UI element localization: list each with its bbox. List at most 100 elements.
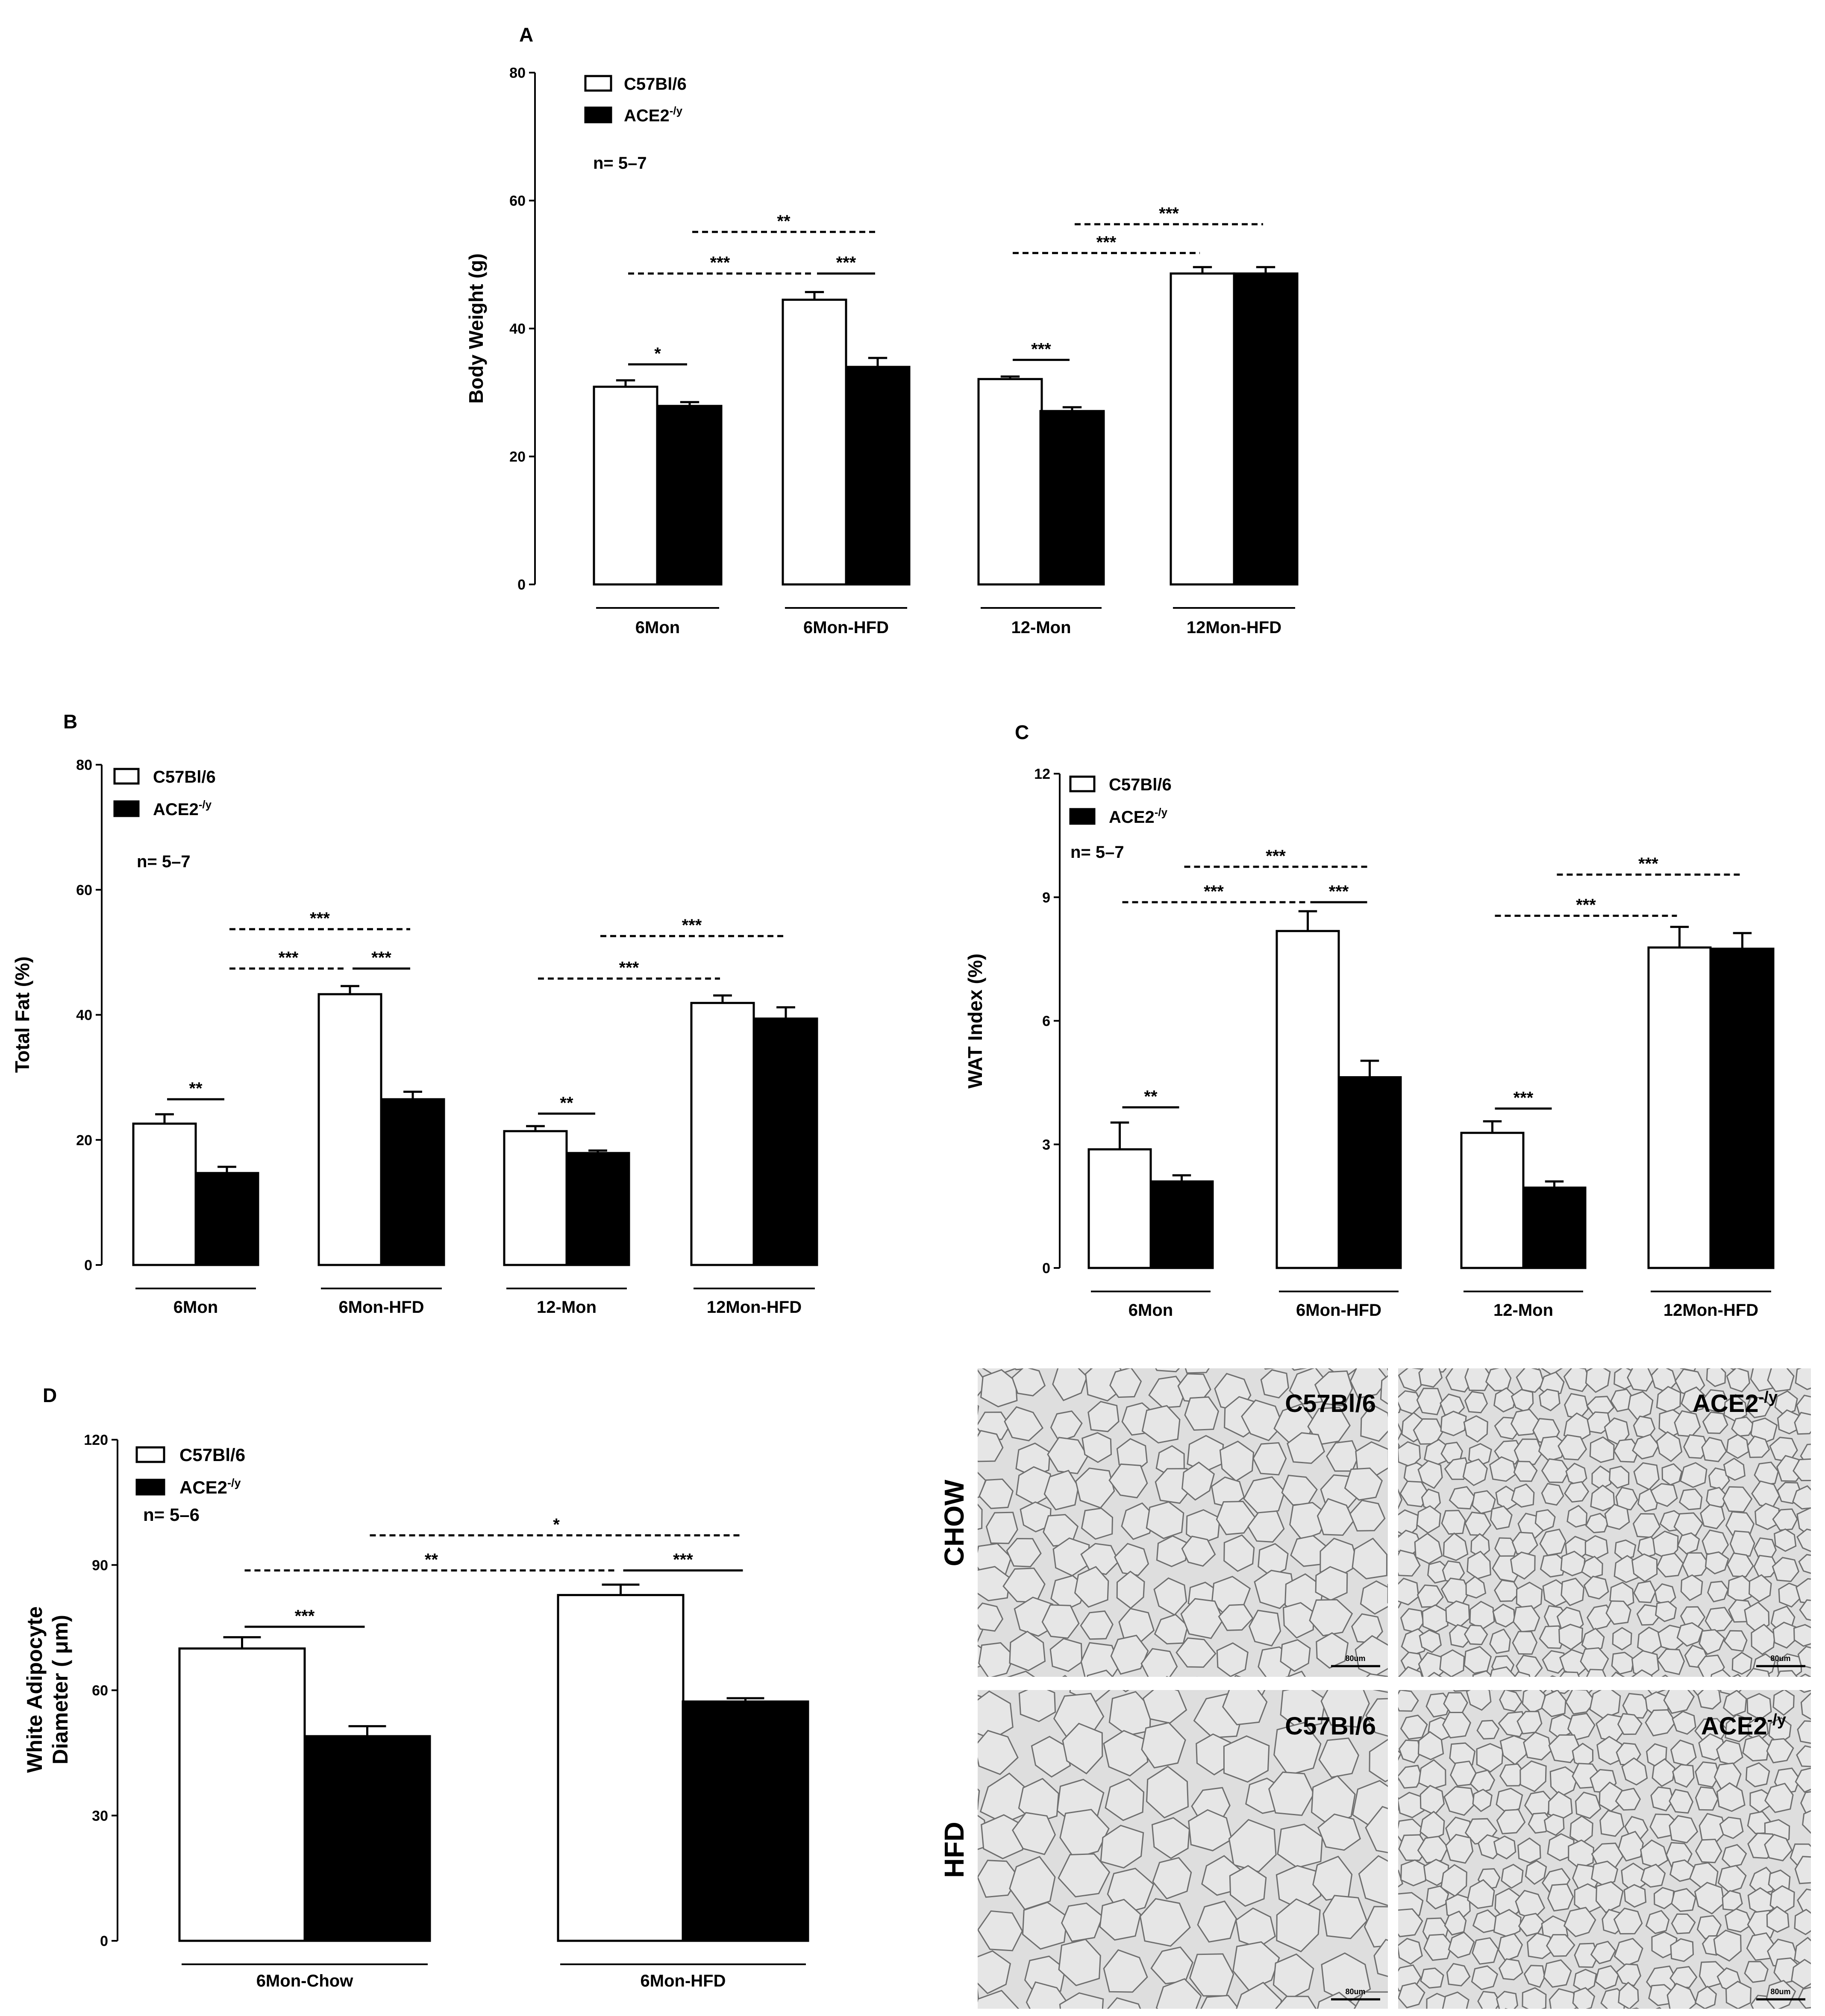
adipocyte-cell [1650, 1483, 1678, 1507]
adipocyte-cell [1794, 1909, 1811, 1935]
adipocyte-cell [1677, 1532, 1700, 1555]
adipocyte-cell [1418, 1368, 1443, 1388]
adipocyte-cell [1802, 1810, 1811, 1834]
adipocyte-cell [1100, 1825, 1144, 1869]
adipocyte-cell [1275, 1995, 1317, 2009]
bar-wild-type [782, 299, 847, 586]
adipocyte-cell [1797, 1888, 1811, 1914]
legend-label: C57Bl/6 [153, 768, 216, 786]
adipocyte-cell [1817, 1410, 1825, 1435]
adipocyte-cell [1618, 1981, 1639, 2009]
adipocyte-cell [1398, 1549, 1421, 1577]
significance-label: *** [1329, 882, 1349, 901]
adipocyte-cell [1766, 1906, 1790, 1933]
adipocyte-cell [1702, 1389, 1729, 1413]
adipocyte-cell [1534, 1509, 1556, 1532]
adipocyte-cell [1215, 1326, 1249, 1366]
adipocyte-cell [1107, 1997, 1141, 2009]
adipocyte-cell [1510, 1551, 1536, 1580]
adipocyte-cell [1022, 1902, 1068, 1950]
bar-knockout [1522, 1186, 1587, 1269]
adipocyte-cell [1247, 1510, 1285, 1543]
y-tick-label: 80 [76, 757, 92, 773]
adipocyte-cell [1604, 1417, 1630, 1447]
adipocyte-cell [1673, 1512, 1704, 1537]
adipocyte-cell [1277, 1823, 1323, 1869]
legend-label: C57Bl/6 [624, 75, 687, 94]
adipocyte-cell [1726, 1552, 1754, 1578]
adipocyte-cell [1701, 1342, 1724, 1367]
adipocyte-cell [1615, 1487, 1638, 1511]
adipocyte-cell [1380, 1375, 1388, 1405]
adipocyte-cell [1511, 1483, 1535, 1508]
adipocyte-cell [1744, 1961, 1769, 1983]
adipocyte-cell [1387, 1368, 1388, 1371]
adipocyte-cell [1623, 1884, 1647, 1908]
adipocyte-cell [1547, 1883, 1574, 1912]
micrograph-label: ACE2-/y [1701, 1711, 1786, 1740]
micrograph-hfd-knockout: ACE2-/y 80um [1398, 1690, 1825, 2016]
adipocyte-cell [1716, 1739, 1743, 1766]
adipocyte-cell [978, 1503, 983, 1530]
adipocyte-cell [1322, 1895, 1368, 1940]
adipocyte-cell [1572, 1987, 1596, 2009]
adipocyte-cell [1398, 1368, 1425, 1392]
micrograph-chow-wildtype: C57Bl/6 80um [944, 1326, 1388, 1702]
bar-knockout [303, 1735, 431, 1942]
adipocyte-cell [1492, 1603, 1516, 1628]
bar-knockout [1233, 272, 1299, 586]
y-tick-label: 12 [1034, 766, 1050, 782]
adipocyte-cell [1189, 1953, 1234, 1997]
adipocyte-cell [1664, 2013, 1691, 2016]
adipocyte-cell [1049, 1637, 1083, 1672]
adipocyte-cell [1627, 1368, 1654, 1392]
adipocyte-cell [1398, 1869, 1404, 1888]
adipocyte-cell [1604, 1342, 1631, 1363]
adipocyte-cell [1121, 1330, 1149, 1363]
category-label: 12Mon-HFD [1663, 1301, 1758, 1320]
category-label: 12Mon-HFD [707, 1298, 802, 1317]
adipocyte-cell [1725, 1908, 1753, 1933]
adipocyte-cell [1566, 1505, 1588, 1528]
adipocyte-cell [1631, 1669, 1653, 1677]
adipocyte-pattern [1398, 1690, 1825, 2016]
adipocyte-cell [1419, 1629, 1442, 1653]
adipocyte-cell [1513, 1461, 1538, 1482]
adipocyte-cell [1074, 1566, 1109, 1608]
adipocyte-cell [1109, 1368, 1142, 1398]
adipocyte-cell [1695, 1838, 1722, 1863]
adipocyte-cell [1764, 1834, 1793, 1862]
adipocyte-cell [944, 1673, 976, 1702]
legend-label: ACE2-/y [1109, 806, 1168, 827]
adipocyte-cell [1824, 1344, 1825, 1366]
adipocyte-cell [1628, 1391, 1654, 1420]
adipocyte-cell [1485, 1368, 1512, 1391]
row-label-hfd: HFD [939, 1822, 970, 1878]
panel-letter-b: B [63, 710, 77, 733]
adipocyte-cell [1317, 1498, 1355, 1536]
category-label: 12-Mon [537, 1298, 597, 1317]
adipocyte-cell [1631, 1650, 1660, 1677]
adipocyte-cell [1090, 1368, 1114, 1373]
y-tick-label: 20 [509, 449, 526, 465]
adipocyte-cell [1813, 1814, 1825, 1840]
adipocyte-pattern [978, 1690, 1388, 2009]
y-tick-label: 80 [509, 65, 526, 81]
bar-wild-type [977, 378, 1043, 586]
adipocyte-cell [1539, 1529, 1566, 1556]
adipocyte-cell [1695, 1786, 1719, 1811]
adipocyte-cell [1539, 1388, 1561, 1411]
sample-size-label: n= 5–7 [1070, 843, 1124, 862]
micrograph-label: ACE2-/y [1693, 1388, 1778, 1417]
adipocyte-cell [1416, 1505, 1441, 1534]
adipocyte-cell [1573, 2012, 1594, 2016]
adipocyte-cell [1793, 1624, 1811, 1647]
adipocyte-cell [1681, 1386, 1707, 1413]
legend-label: ACE2-/y [624, 104, 683, 125]
adipocyte-cell [1558, 1434, 1587, 1461]
y-tick-label: 0 [100, 1933, 108, 1949]
adipocyte-cell [1398, 1442, 1400, 1450]
significance-label: ** [189, 1079, 203, 1098]
adipocyte-cell [1417, 1460, 1443, 1489]
adipocyte-cell [1234, 1675, 1241, 1677]
